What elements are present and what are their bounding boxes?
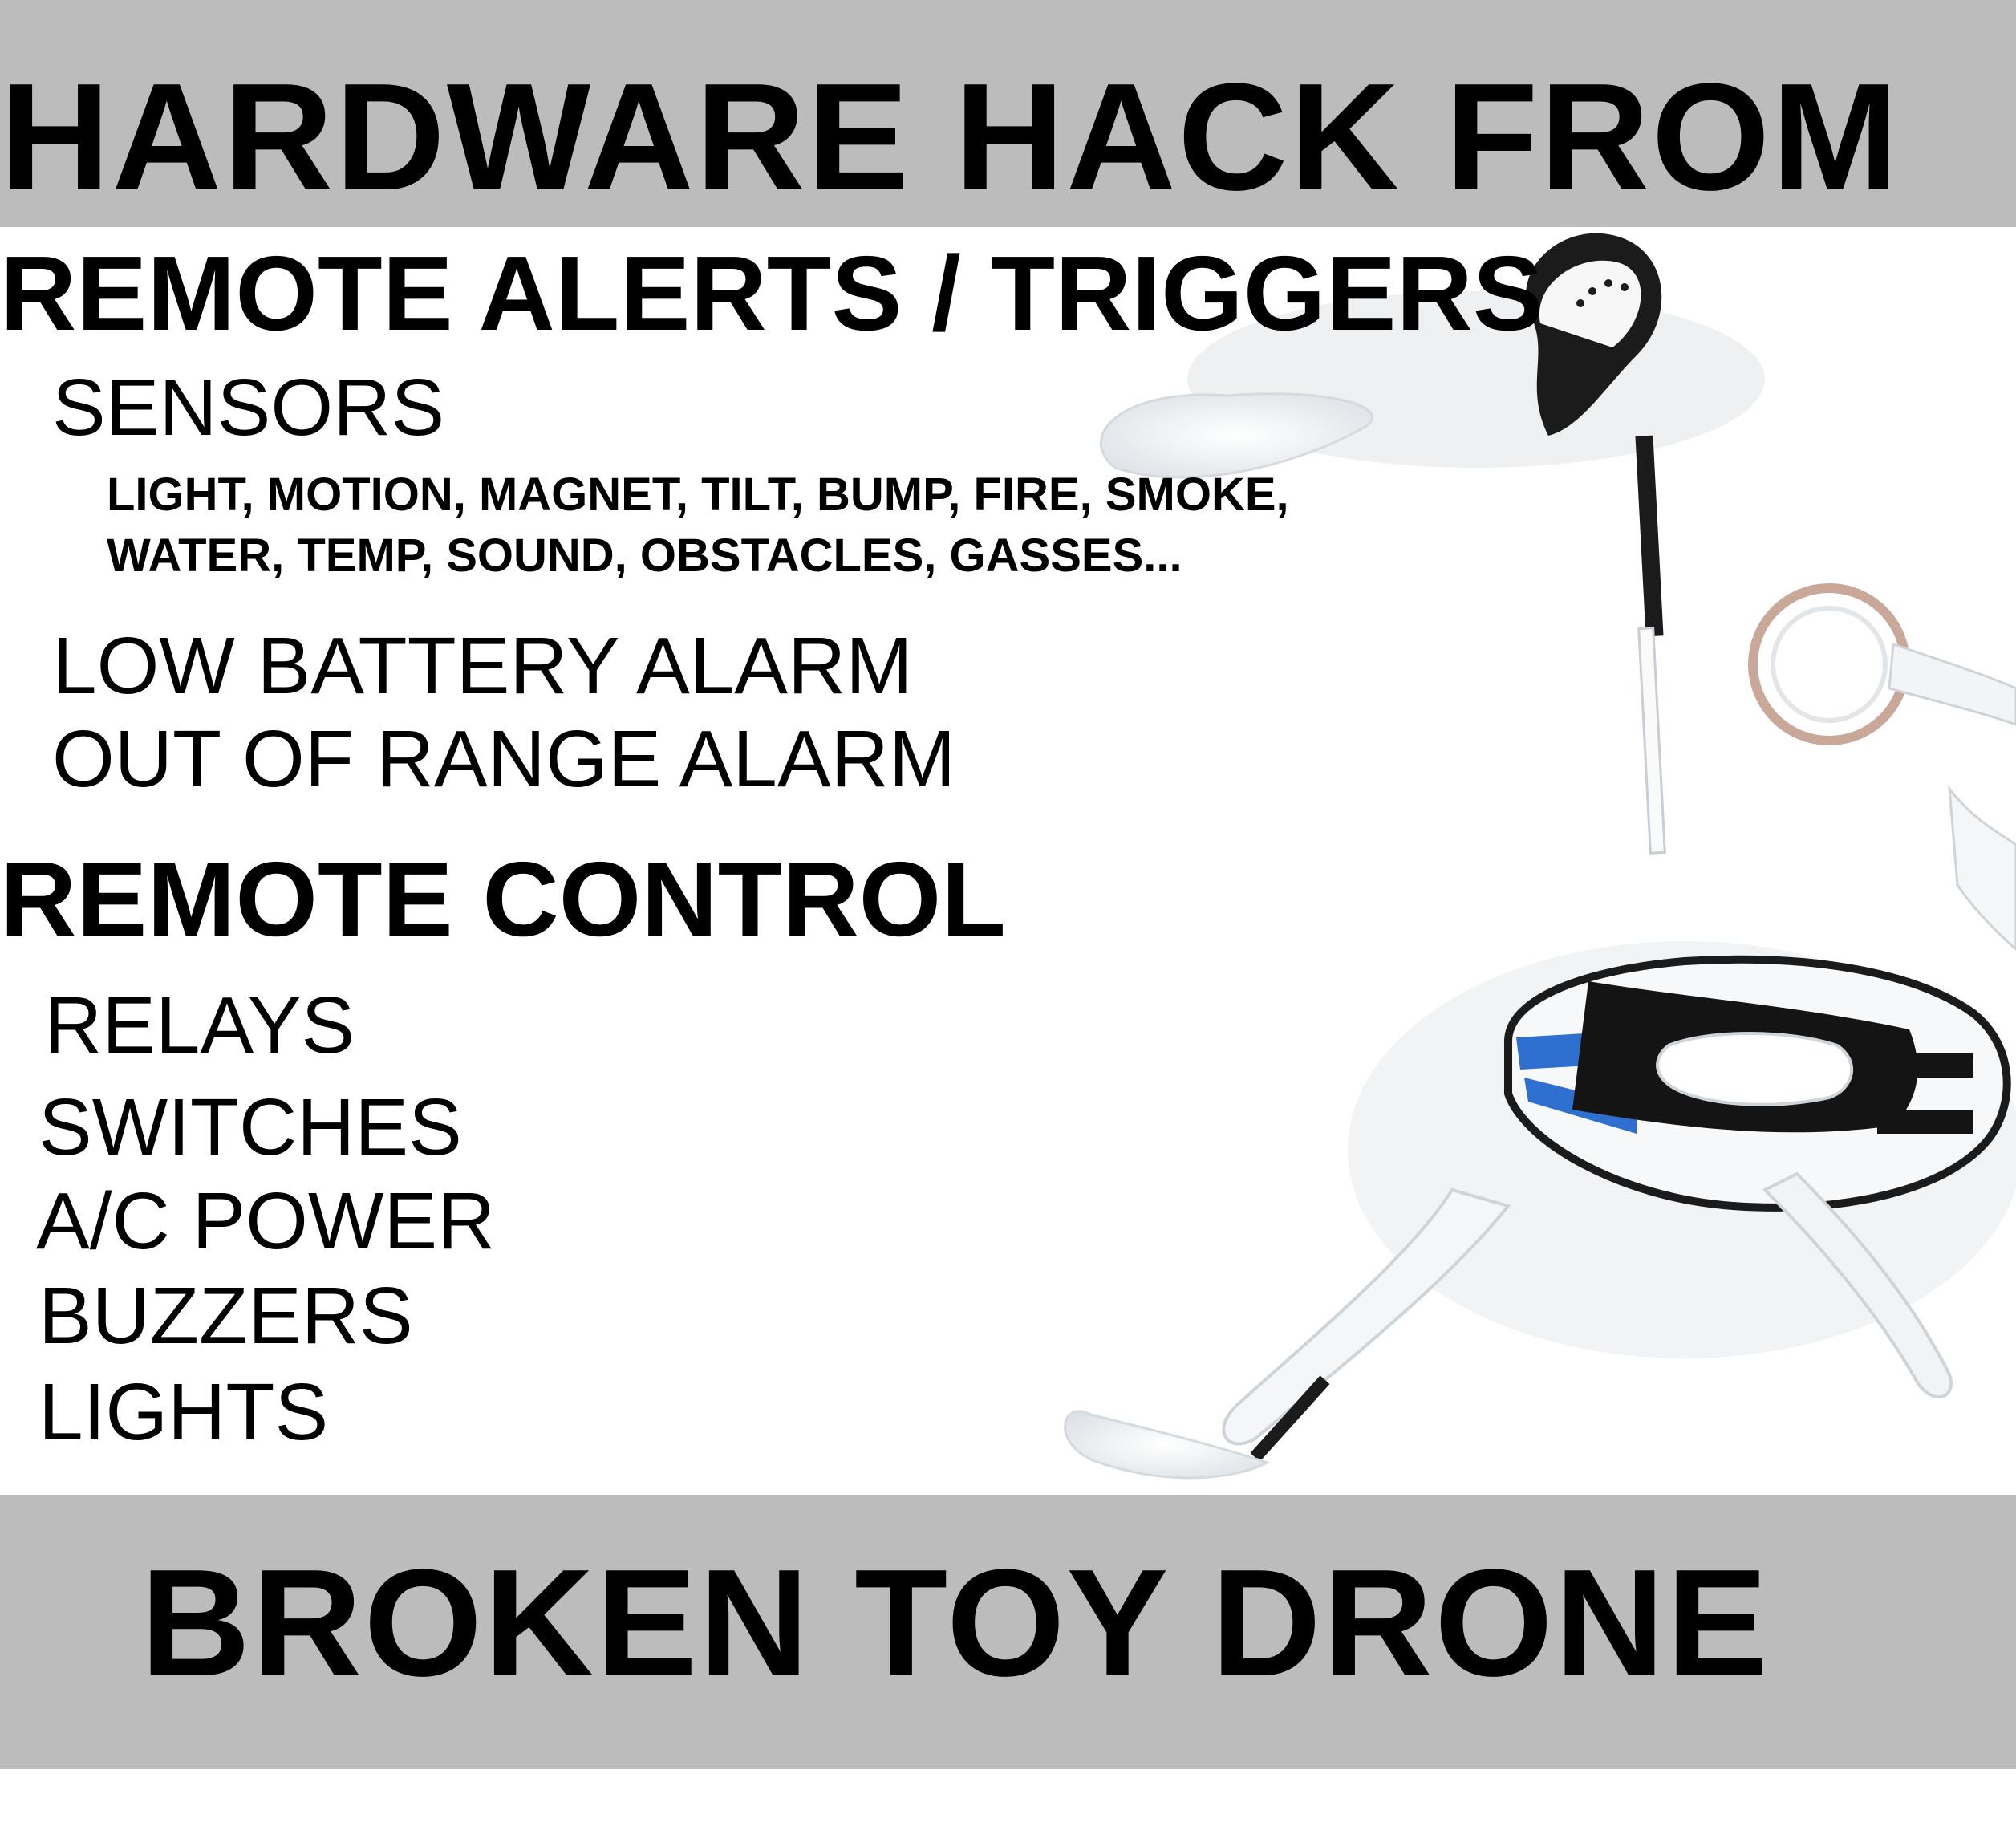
control-item-switches: SWITCHES [39, 1082, 462, 1172]
motor-pod-face [1539, 260, 1641, 347]
low-battery-alarm: LOW BATTERY ALARM [52, 621, 913, 711]
arm-wire-black [1635, 435, 1664, 637]
section-heading-control: REMOTE CONTROL [0, 840, 1006, 958]
sensor-types-line-2: WATER, TEMP, SOUND, OBSTACLES, GASSES... [107, 530, 1182, 582]
body-cover [1656, 1032, 1853, 1106]
drone-photo [1064, 233, 2016, 1480]
motor-ring-inner [1771, 606, 1888, 723]
arm-segment [1888, 642, 2016, 726]
propeller-blade [1064, 1410, 1271, 1480]
poster-subtitle: BROKEN TOY DRONE [140, 1538, 1770, 1708]
body-tab [1877, 1110, 1973, 1134]
bottom-banner [0, 1495, 2016, 1769]
motor-dot [1576, 299, 1584, 307]
poster-title: HARDWARE HACK FROM [0, 52, 1900, 222]
motor-dot [1588, 287, 1596, 295]
arm-segment [1948, 784, 2016, 951]
sensor-types-line-1: LIGHT, MOTION, MAGNET, TILT, BUMP, FIRE,… [107, 469, 1289, 521]
propeller-blade [1099, 392, 1373, 479]
lower-arm-wire [1250, 1375, 1330, 1462]
top-banner [0, 0, 2016, 227]
motor-dot [1604, 279, 1612, 287]
section-heading-alerts: REMOTE ALERTS / TRIGGERS [0, 234, 1543, 352]
sensors-label: SENSORS [52, 363, 445, 453]
control-item-ac-power: A/C POWER [36, 1176, 496, 1266]
out-of-range-alarm: OUT OF RANGE ALARM [52, 714, 956, 804]
lower-arm [1222, 1187, 1511, 1446]
right-arm [1762, 1171, 1953, 1399]
control-item-buzzers: BUZZERS [39, 1271, 413, 1361]
motor-dot [1621, 283, 1629, 291]
body-tab [1877, 1053, 1973, 1078]
arm-wire-white [1637, 627, 1666, 855]
control-item-lights: LIGHTS [39, 1367, 329, 1457]
control-item-relays: RELAYS [44, 980, 355, 1070]
